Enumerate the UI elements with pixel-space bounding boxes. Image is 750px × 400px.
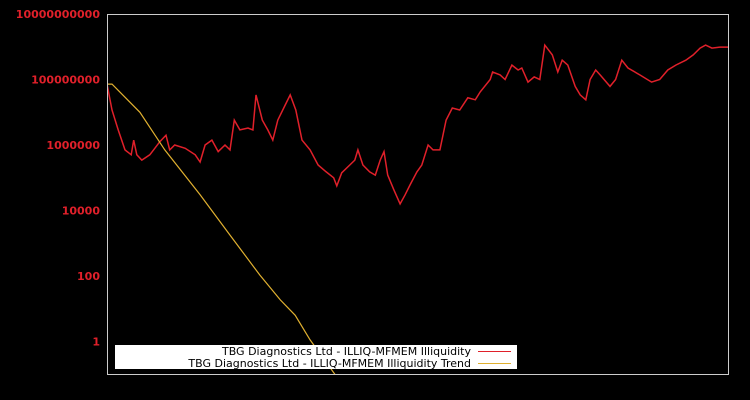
- y-tick-label: 10000000000: [16, 8, 101, 21]
- y-tick-label: 1000000: [46, 139, 100, 152]
- legend-box: [115, 345, 517, 369]
- illiquidity-line: [107, 43, 728, 206]
- illiquidity-trend-line: [107, 83, 336, 374]
- y-tick-label: 1: [92, 336, 100, 349]
- y-tick-label: 100: [77, 270, 100, 283]
- legend-label-illiquidity-trend: TBG Diagnostics Ltd - ILLIQ-MFMEM Illiqu…: [187, 357, 471, 370]
- legend-label-illiquidity: TBG Diagnostics Ltd - ILLIQ-MFMEM Illiqu…: [221, 345, 472, 358]
- y-tick-label: 100000000: [31, 74, 100, 87]
- plot-area: [107, 43, 728, 374]
- y-axis-tick-labels: 10000000000 100000000 1000000 10000 100 1: [16, 8, 101, 349]
- y-tick-label: 10000: [62, 205, 101, 218]
- plot-frame: [107, 14, 729, 375]
- legend: TBG Diagnostics Ltd - ILLIQ-MFMEM Illiqu…: [115, 345, 517, 370]
